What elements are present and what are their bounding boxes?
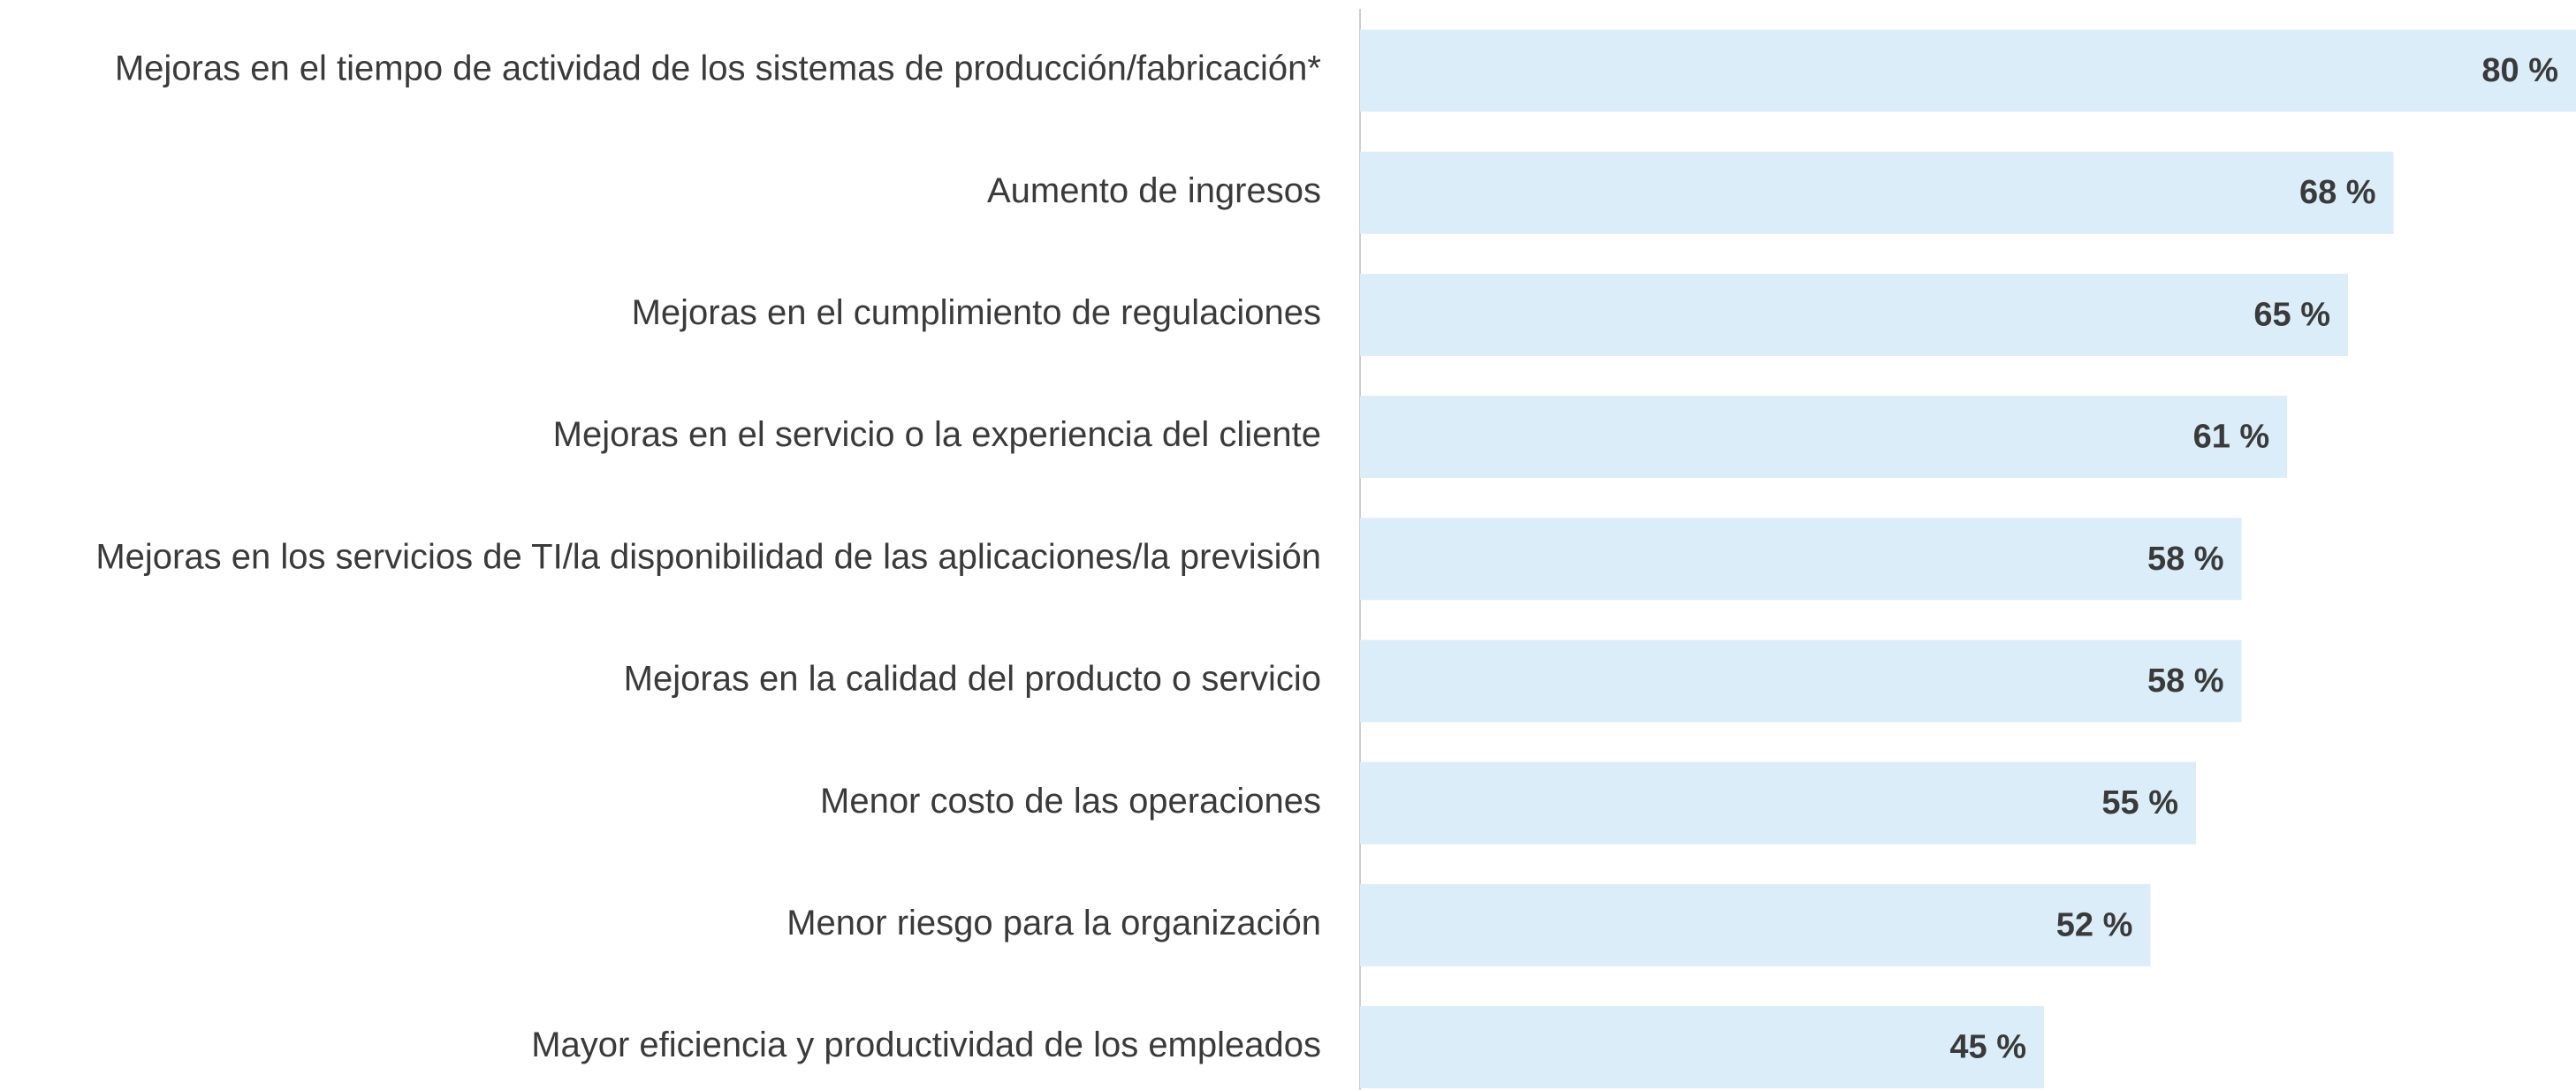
- bar: [1360, 396, 2288, 479]
- bar: [1360, 518, 2242, 601]
- value-label: 68 %: [2299, 174, 2376, 211]
- bar: [1360, 151, 2394, 234]
- value-label: 58 %: [2147, 541, 2224, 578]
- bar: [1360, 1006, 2044, 1089]
- category-label: Mejoras en la calidad del producto o ser…: [624, 660, 1321, 699]
- value-label: 65 %: [2253, 296, 2330, 333]
- bar: [1360, 640, 2242, 723]
- category-label: Mayor eficiencia y productividad de los …: [531, 1026, 1321, 1064]
- value-label: 58 %: [2147, 662, 2224, 700]
- bar: [1360, 29, 2576, 112]
- category-label: Mejoras en el tiempo de actividad de los…: [115, 49, 1321, 88]
- value-label: 52 %: [2056, 906, 2133, 943]
- category-label: Menor costo de las operaciones: [820, 782, 1321, 821]
- value-label: 45 %: [1949, 1029, 2026, 1066]
- value-label: 61 %: [2193, 419, 2270, 456]
- category-label: Mejoras en el servicio o la experiencia …: [553, 415, 1321, 454]
- value-label: 55 %: [2101, 784, 2178, 821]
- category-label: Menor riesgo para la organización: [786, 904, 1321, 942]
- bar: [1360, 273, 2348, 356]
- bar: [1360, 761, 2196, 844]
- bar: [1360, 883, 2151, 966]
- category-label: Mejoras en los servicios de TI/la dispon…: [95, 537, 1321, 576]
- category-label: Aumento de ingresos: [987, 171, 1321, 210]
- category-label: Mejoras en el cumplimiento de regulacion…: [632, 293, 1321, 332]
- value-label: 80 %: [2481, 52, 2558, 89]
